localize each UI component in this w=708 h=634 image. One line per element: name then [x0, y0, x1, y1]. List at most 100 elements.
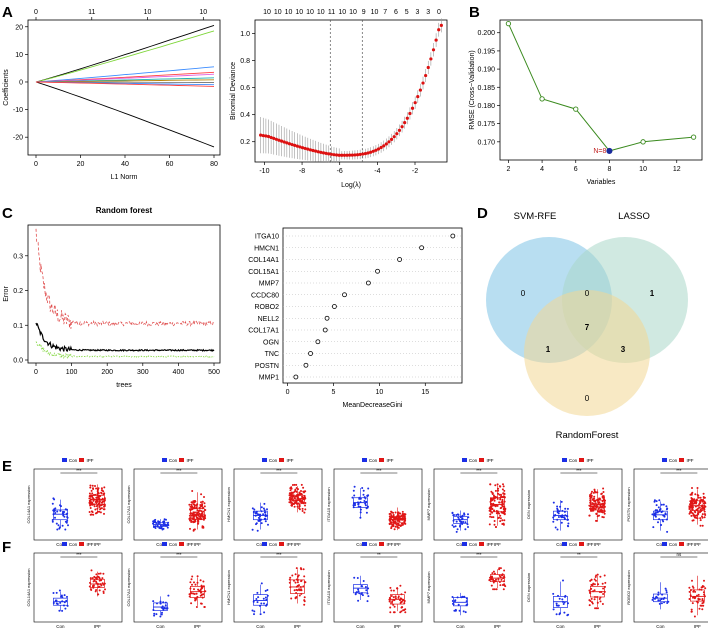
sample-point-ipf [199, 579, 202, 582]
deviance-point [358, 152, 362, 157]
x-tick-label: 8 [607, 166, 611, 173]
deviance-point [321, 151, 326, 155]
sample-point-ipf [702, 498, 704, 501]
sample-point-ipf [193, 581, 195, 584]
sample-point-ipf [94, 590, 97, 593]
sample-point-ipf [703, 595, 706, 598]
plot-frame [27, 224, 221, 364]
sample-point-con [653, 499, 656, 502]
sig-label: *** [176, 552, 182, 557]
sample-point-ipf [294, 597, 297, 599]
sample-point-ipf [491, 572, 494, 575]
sample-point-ipf [303, 511, 306, 514]
sample-point-con [264, 596, 267, 599]
sample-point-ipf [289, 489, 292, 492]
sample-point-ipf [694, 505, 697, 508]
sample-point-ipf [92, 499, 95, 502]
deviance-point [403, 121, 407, 125]
sample-point-con [153, 612, 156, 615]
top-tick-label: 5 [405, 9, 409, 16]
sample-point-ipf [97, 575, 100, 578]
sample-point-ipf [499, 507, 502, 510]
sample-point-con [56, 603, 59, 605]
gene-label: CCDC80 [251, 292, 279, 299]
sample-point-ipf [504, 507, 507, 510]
deviance-point [353, 153, 357, 157]
sample-point-ipf [701, 513, 704, 516]
deviance-point [421, 81, 425, 85]
sample-point-ipf [493, 523, 496, 526]
deviance-point [285, 141, 289, 145]
sample-point-ipf [291, 484, 294, 486]
sample-point-ipf [499, 567, 502, 570]
legend-label-ipf: IPF [286, 458, 293, 463]
x-category-label: Con [656, 624, 665, 629]
coef-path-s2 [35, 81, 215, 148]
deviance-point [431, 48, 436, 52]
sample-point-con [359, 511, 362, 514]
y-axis-label: COL14A1 expression [26, 485, 31, 523]
deviance-point [311, 148, 315, 153]
sample-point-con [361, 592, 363, 594]
sample-point-ipf [89, 577, 92, 580]
y-tick-label: 0.0 [13, 358, 23, 365]
sig-label: *** [676, 468, 682, 473]
sample-point-ipf [295, 487, 298, 489]
sample-point-ipf [203, 516, 206, 518]
x-tick-label: 0 [34, 161, 38, 168]
x-tick-label: 6 [574, 166, 578, 173]
sample-point-ipf [99, 583, 102, 586]
legend-swatch-ipf [379, 542, 384, 546]
sample-point-ipf [699, 499, 702, 502]
sample-point-ipf [602, 491, 605, 493]
sample-point-ipf [704, 587, 707, 590]
sample-point-ipf [398, 512, 401, 515]
sample-point-ipf [493, 499, 496, 502]
legend-label-con: Con [269, 458, 278, 463]
sample-point-ipf [401, 606, 403, 609]
sample-point-con [558, 510, 561, 513]
sample-point-ipf [498, 501, 501, 504]
sample-point-con [359, 516, 362, 519]
sample-point-con [555, 602, 558, 605]
sample-point-ipf [702, 492, 705, 495]
sample-point-ipf [198, 509, 201, 512]
sample-point-ipf [392, 598, 395, 601]
plot-frame [499, 19, 703, 161]
sample-point-ipf [298, 594, 301, 597]
sample-point-con [364, 502, 367, 505]
box-con [653, 510, 668, 521]
coef-path-s3 [35, 30, 215, 83]
sample-point-con [660, 503, 663, 506]
sample-point-con [364, 504, 367, 507]
sample-point-ipf [691, 579, 693, 582]
sample-point-ipf [692, 498, 694, 501]
x-tick-label: 10 [639, 166, 647, 173]
top-tick-label: 10 [317, 9, 325, 16]
sample-point-ipf [591, 602, 594, 605]
sample-point-ipf [596, 601, 599, 604]
sample-point-ipf [295, 567, 298, 570]
sample-point-ipf [192, 516, 195, 518]
sample-point-con [665, 518, 668, 521]
sample-point-ipf [700, 588, 703, 591]
x-tick-label: 4 [540, 166, 544, 173]
deviance-point [290, 142, 294, 147]
sample-point-ipf [699, 502, 702, 504]
sample-point-ipf [498, 581, 501, 583]
sample-point-ipf [493, 588, 496, 591]
sample-point-ipf [393, 605, 396, 608]
sample-point-ipf [301, 507, 304, 510]
sample-point-ipf [191, 517, 193, 520]
y-axis-label: COL17A1 expression [126, 568, 131, 606]
sample-point-con [552, 608, 555, 611]
sample-point-ipf [694, 590, 697, 593]
x-tick-label: 40 [121, 161, 129, 168]
legend-swatch-ipf [479, 458, 484, 462]
sample-point-ipf [288, 498, 291, 501]
sample-point-con [462, 610, 465, 613]
sample-point-con [564, 507, 567, 510]
sample-point-ipf [199, 594, 202, 597]
deviance-point [400, 125, 404, 129]
sample-point-ipf [96, 493, 99, 496]
